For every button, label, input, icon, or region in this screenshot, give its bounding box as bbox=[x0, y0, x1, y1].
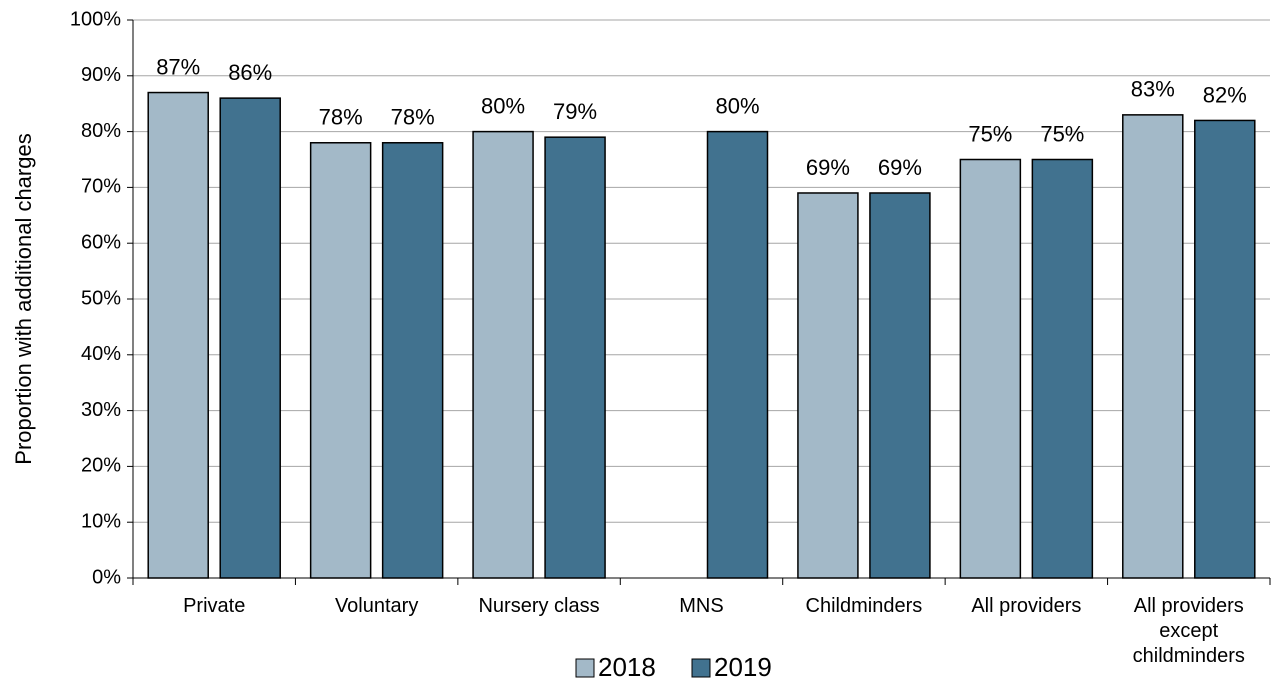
y-tick-label: 90% bbox=[81, 64, 121, 86]
y-tick-label: 50% bbox=[81, 287, 121, 309]
bar bbox=[706, 130, 769, 579]
x-tick-label: Private bbox=[183, 595, 246, 617]
legend-label: 2018 bbox=[598, 652, 656, 682]
legend-swatch bbox=[575, 658, 595, 678]
y-tick-label: 60% bbox=[81, 231, 121, 253]
data-label: 87% bbox=[156, 54, 200, 79]
y-tick-label: 80% bbox=[81, 120, 121, 142]
y-tick-label: 40% bbox=[81, 343, 121, 365]
y-tick-label: 70% bbox=[81, 176, 121, 198]
bar bbox=[797, 192, 859, 579]
y-axis-label: Proportion with additional charges bbox=[11, 133, 36, 464]
bar bbox=[1194, 119, 1256, 579]
x-tick-label: Nursery class bbox=[478, 595, 600, 617]
bar bbox=[959, 158, 1022, 579]
bar bbox=[544, 136, 606, 579]
x-tick-label: Childminders bbox=[805, 595, 923, 617]
bar bbox=[219, 97, 281, 579]
data-label: 79% bbox=[553, 99, 597, 124]
data-label: 80% bbox=[715, 93, 759, 118]
data-label: 83% bbox=[1131, 77, 1175, 102]
x-tick-label: All providers bbox=[971, 595, 1082, 617]
data-label: 75% bbox=[1040, 121, 1084, 146]
bar bbox=[1122, 114, 1184, 579]
data-label: 75% bbox=[968, 121, 1012, 146]
data-label: 78% bbox=[391, 105, 435, 130]
data-label: 78% bbox=[319, 105, 363, 130]
x-tick-label: All providers except childminders bbox=[1132, 595, 1245, 667]
y-tick-label: 0% bbox=[92, 566, 121, 588]
bar bbox=[381, 142, 444, 579]
data-label: 82% bbox=[1203, 82, 1247, 107]
data-label: 69% bbox=[806, 155, 850, 180]
bar bbox=[147, 91, 209, 579]
bar bbox=[1031, 158, 1094, 579]
y-tick-label: 20% bbox=[81, 455, 121, 477]
bar bbox=[472, 130, 534, 579]
data-label: 80% bbox=[481, 93, 525, 118]
data-label: 86% bbox=[228, 60, 272, 85]
legend-swatch bbox=[691, 658, 711, 678]
bar bbox=[309, 142, 372, 579]
y-tick-label: 100% bbox=[70, 8, 121, 30]
legend-label: 2019 bbox=[714, 652, 772, 682]
bar bbox=[869, 192, 931, 579]
y-tick-label: 10% bbox=[81, 510, 121, 532]
x-tick-label: MNS bbox=[679, 595, 724, 617]
y-tick-label: 30% bbox=[81, 399, 121, 421]
x-tick-label: Voluntary bbox=[334, 595, 419, 617]
data-label: 69% bbox=[878, 155, 922, 180]
